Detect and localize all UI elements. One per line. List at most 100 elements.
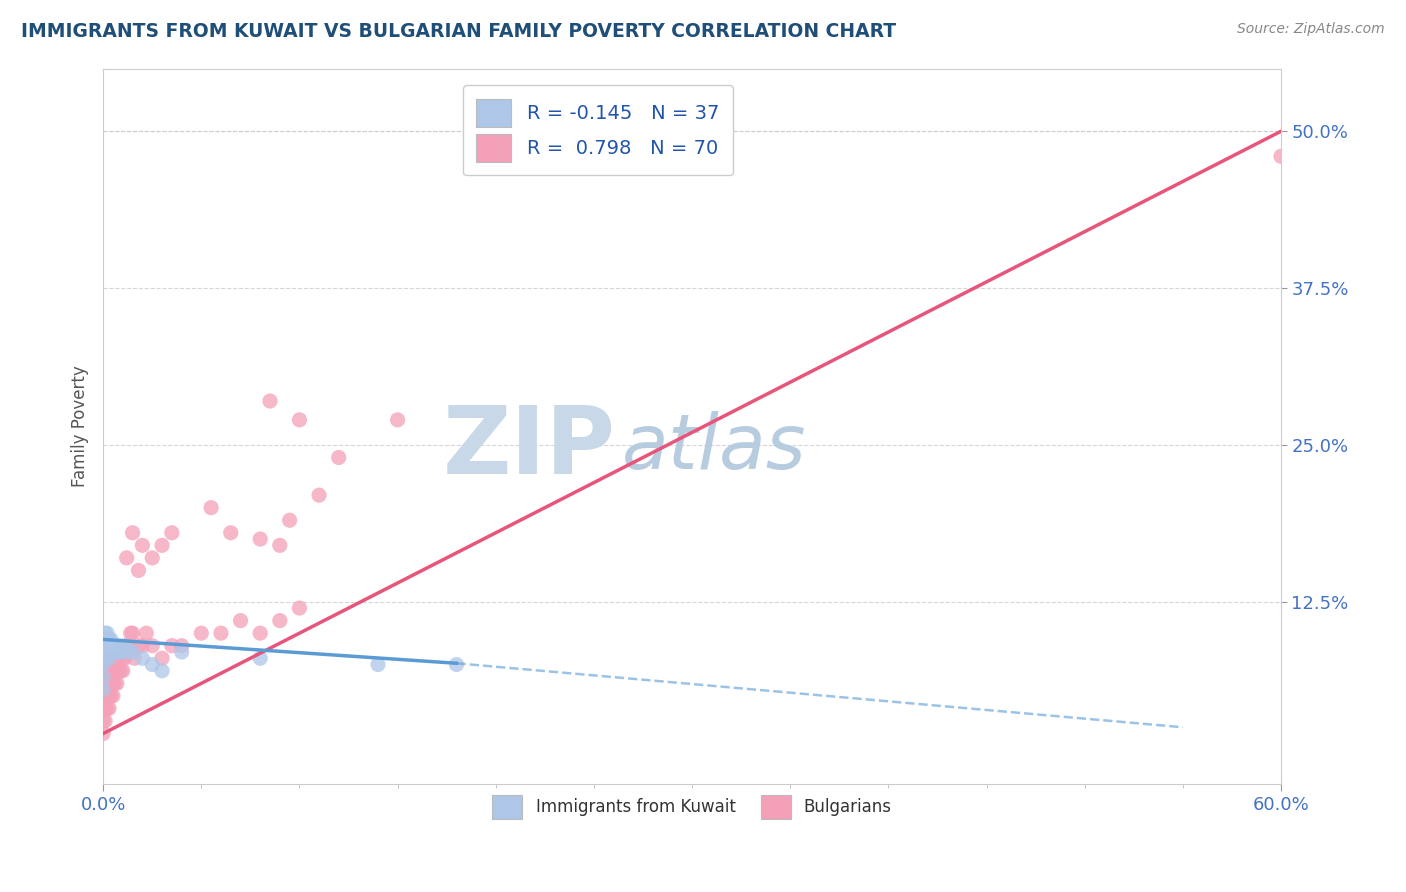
Point	[367, 657, 389, 672]
Point	[91, 657, 114, 672]
Legend: Immigrants from Kuwait, Bulgarians: Immigrants from Kuwait, Bulgarians	[485, 789, 898, 825]
Point	[141, 550, 163, 565]
Point	[111, 664, 134, 678]
Point	[127, 563, 149, 577]
Point	[101, 664, 124, 678]
Point	[94, 676, 117, 690]
Point	[91, 682, 114, 697]
Point	[105, 664, 128, 678]
Point	[104, 639, 127, 653]
Point	[141, 657, 163, 672]
Point	[94, 626, 117, 640]
Point	[100, 676, 122, 690]
Point	[131, 639, 153, 653]
Point	[100, 645, 122, 659]
Point	[108, 651, 131, 665]
Point	[110, 645, 132, 659]
Point	[98, 701, 121, 715]
Point	[150, 651, 173, 665]
Point	[96, 639, 118, 653]
Point	[101, 676, 124, 690]
Point	[131, 538, 153, 552]
Point	[91, 670, 114, 684]
Point	[114, 651, 136, 665]
Point	[96, 676, 118, 690]
Point	[219, 525, 242, 540]
Point	[249, 626, 271, 640]
Point	[91, 701, 114, 715]
Point	[121, 645, 143, 659]
Point	[91, 726, 114, 740]
Point	[98, 639, 121, 653]
Point	[110, 664, 132, 678]
Point	[98, 632, 121, 647]
Point	[100, 651, 122, 665]
Point	[111, 645, 134, 659]
Point	[124, 651, 146, 665]
Point	[101, 645, 124, 659]
Point	[94, 689, 117, 703]
Point	[96, 664, 118, 678]
Point	[308, 488, 330, 502]
Point	[94, 639, 117, 653]
Point	[104, 676, 127, 690]
Point	[131, 651, 153, 665]
Point	[98, 676, 121, 690]
Text: Source: ZipAtlas.com: Source: ZipAtlas.com	[1237, 22, 1385, 37]
Point	[108, 639, 131, 653]
Point	[229, 614, 252, 628]
Point	[121, 525, 143, 540]
Point	[105, 645, 128, 659]
Point	[288, 413, 311, 427]
Point	[115, 550, 138, 565]
Point	[100, 664, 122, 678]
Point	[288, 601, 311, 615]
Point	[200, 500, 222, 515]
Point	[170, 639, 193, 653]
Point	[94, 645, 117, 659]
Point	[96, 632, 118, 647]
Text: atlas: atlas	[621, 410, 806, 484]
Point	[1270, 149, 1292, 163]
Point	[160, 639, 183, 653]
Point	[121, 626, 143, 640]
Point	[108, 664, 131, 678]
Point	[96, 701, 118, 715]
Point	[269, 614, 291, 628]
Point	[249, 532, 271, 546]
Point	[160, 525, 183, 540]
Point	[328, 450, 350, 465]
Point	[98, 689, 121, 703]
Point	[96, 626, 118, 640]
Point	[94, 664, 117, 678]
Point	[120, 626, 142, 640]
Y-axis label: Family Poverty: Family Poverty	[72, 365, 89, 487]
Point	[94, 632, 117, 647]
Point	[190, 626, 212, 640]
Point	[278, 513, 301, 527]
Text: IMMIGRANTS FROM KUWAIT VS BULGARIAN FAMILY POVERTY CORRELATION CHART: IMMIGRANTS FROM KUWAIT VS BULGARIAN FAMI…	[21, 22, 896, 41]
Point	[259, 394, 281, 409]
Point	[100, 632, 122, 647]
Point	[91, 689, 114, 703]
Point	[105, 676, 128, 690]
Text: ZIP: ZIP	[443, 401, 616, 493]
Point	[98, 651, 121, 665]
Point	[100, 689, 122, 703]
Point	[209, 626, 232, 640]
Point	[249, 651, 271, 665]
Point	[98, 645, 121, 659]
Point	[91, 714, 114, 728]
Point	[96, 689, 118, 703]
Point	[387, 413, 409, 427]
Point	[141, 639, 163, 653]
Point	[104, 664, 127, 678]
Point	[104, 645, 127, 659]
Point	[114, 639, 136, 653]
Point	[94, 651, 117, 665]
Point	[98, 664, 121, 678]
Point	[150, 664, 173, 678]
Point	[94, 701, 117, 715]
Point	[269, 538, 291, 552]
Point	[170, 645, 193, 659]
